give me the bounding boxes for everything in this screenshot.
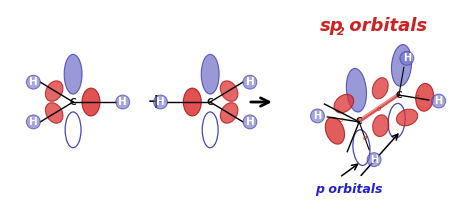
Circle shape	[310, 109, 324, 123]
Text: p orbitals: p orbitals	[316, 183, 383, 196]
Ellipse shape	[353, 130, 370, 165]
Text: C: C	[207, 97, 213, 106]
Circle shape	[27, 75, 40, 89]
Text: C: C	[396, 91, 402, 100]
Ellipse shape	[346, 68, 366, 112]
Ellipse shape	[202, 112, 218, 148]
Text: H: H	[370, 155, 378, 165]
Circle shape	[243, 75, 257, 89]
Text: σ: σ	[415, 94, 419, 100]
Text: orbitals: orbitals	[343, 17, 428, 34]
Ellipse shape	[201, 54, 219, 94]
Text: σ: σ	[363, 135, 367, 141]
Circle shape	[154, 95, 167, 109]
Ellipse shape	[46, 103, 63, 123]
Text: C: C	[356, 117, 363, 126]
Text: H: H	[29, 117, 38, 127]
Circle shape	[116, 95, 130, 109]
Ellipse shape	[373, 115, 389, 136]
Ellipse shape	[325, 117, 345, 144]
Ellipse shape	[220, 81, 238, 101]
Ellipse shape	[82, 88, 100, 116]
Ellipse shape	[388, 104, 405, 138]
Circle shape	[432, 94, 446, 108]
Ellipse shape	[372, 78, 388, 99]
Text: 2: 2	[337, 28, 345, 37]
Text: sp: sp	[319, 17, 343, 34]
Ellipse shape	[64, 54, 82, 94]
Ellipse shape	[65, 112, 81, 148]
Circle shape	[243, 115, 257, 129]
Ellipse shape	[46, 81, 63, 101]
Circle shape	[27, 115, 40, 129]
Text: σ: σ	[377, 106, 381, 112]
Text: H: H	[29, 77, 38, 87]
Ellipse shape	[220, 103, 238, 123]
Ellipse shape	[392, 45, 411, 86]
Text: H: H	[435, 96, 443, 106]
Text: H: H	[403, 53, 411, 63]
Ellipse shape	[334, 94, 354, 113]
Text: H: H	[246, 117, 254, 127]
Text: H: H	[246, 77, 254, 87]
Ellipse shape	[416, 83, 434, 111]
Text: H: H	[156, 97, 165, 107]
Ellipse shape	[396, 109, 418, 126]
Text: C: C	[70, 97, 76, 106]
Text: H: H	[118, 97, 127, 107]
Circle shape	[367, 153, 381, 167]
Ellipse shape	[183, 88, 201, 116]
Circle shape	[400, 51, 414, 65]
Text: σ: σ	[339, 117, 344, 123]
Text: H: H	[313, 111, 321, 121]
Text: +: +	[146, 92, 165, 112]
